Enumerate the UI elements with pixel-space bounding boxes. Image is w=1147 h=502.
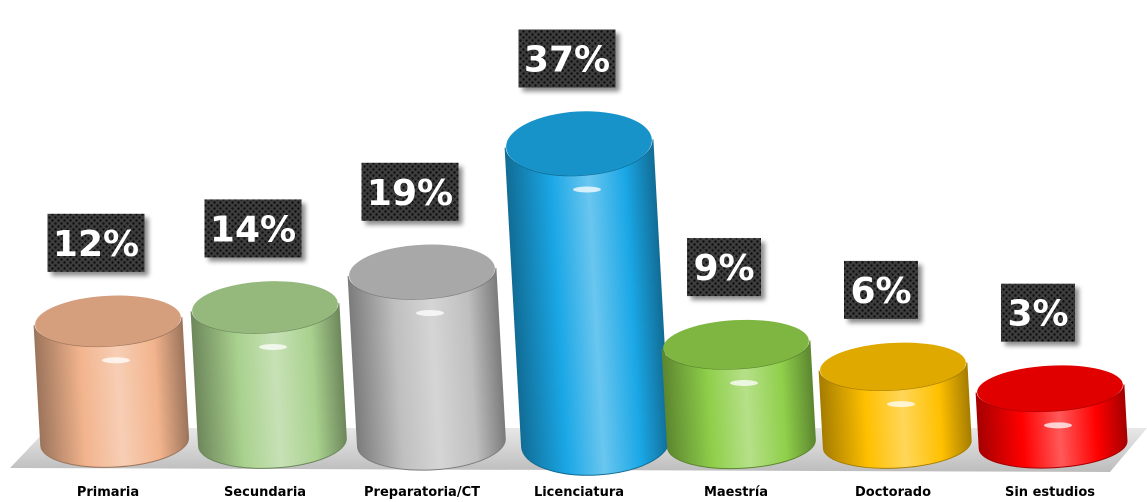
bar-4 [661, 319, 816, 470]
bar-top [506, 111, 652, 176]
data-label: 19% [367, 173, 453, 214]
bar-top [192, 281, 338, 334]
bar-highlight [730, 379, 758, 386]
data-label: 3% [1007, 294, 1068, 335]
bar-top [663, 319, 809, 370]
bar-body [661, 340, 816, 470]
data-label-box [518, 29, 616, 88]
bar-top [349, 244, 495, 300]
data-label-box [687, 238, 761, 297]
bar-body [818, 362, 972, 469]
data-label-box [47, 213, 145, 272]
bar-1 [190, 281, 347, 469]
bar-highlight [573, 186, 601, 193]
bar-highlight [259, 344, 287, 351]
bar-highlight [1044, 422, 1072, 429]
category-label: Secundaria [224, 485, 306, 500]
bar-5 [818, 342, 972, 469]
category-label: Preparatoria/CT [364, 485, 480, 500]
data-label-box [361, 162, 459, 221]
bar-body [190, 303, 347, 469]
data-label-box [1001, 283, 1075, 342]
data-label-box [204, 199, 302, 258]
category-label: Primaria [77, 485, 139, 500]
bar-highlight [887, 401, 915, 408]
bar-body [33, 316, 190, 468]
category-label: Doctorado [855, 485, 931, 500]
bar-3 [504, 111, 670, 476]
category-label: Licenciatura [534, 485, 624, 500]
category-label: Maestría [704, 485, 768, 500]
bar-0 [33, 295, 190, 468]
bar-highlight [102, 357, 130, 364]
bar-highlight [416, 310, 444, 317]
data-label: 6% [850, 271, 911, 312]
bar-body [347, 267, 506, 471]
bar-6 [975, 365, 1128, 469]
bar-top [977, 365, 1123, 412]
data-label: 9% [693, 248, 754, 289]
data-label: 37% [524, 40, 610, 81]
bar-2 [347, 244, 506, 471]
category-label: Sin estudios [1005, 485, 1095, 500]
data-label: 14% [210, 209, 296, 250]
data-label: 12% [53, 224, 139, 265]
data-label-box [844, 260, 918, 319]
bar-top [820, 342, 966, 391]
bar-top [35, 295, 181, 347]
